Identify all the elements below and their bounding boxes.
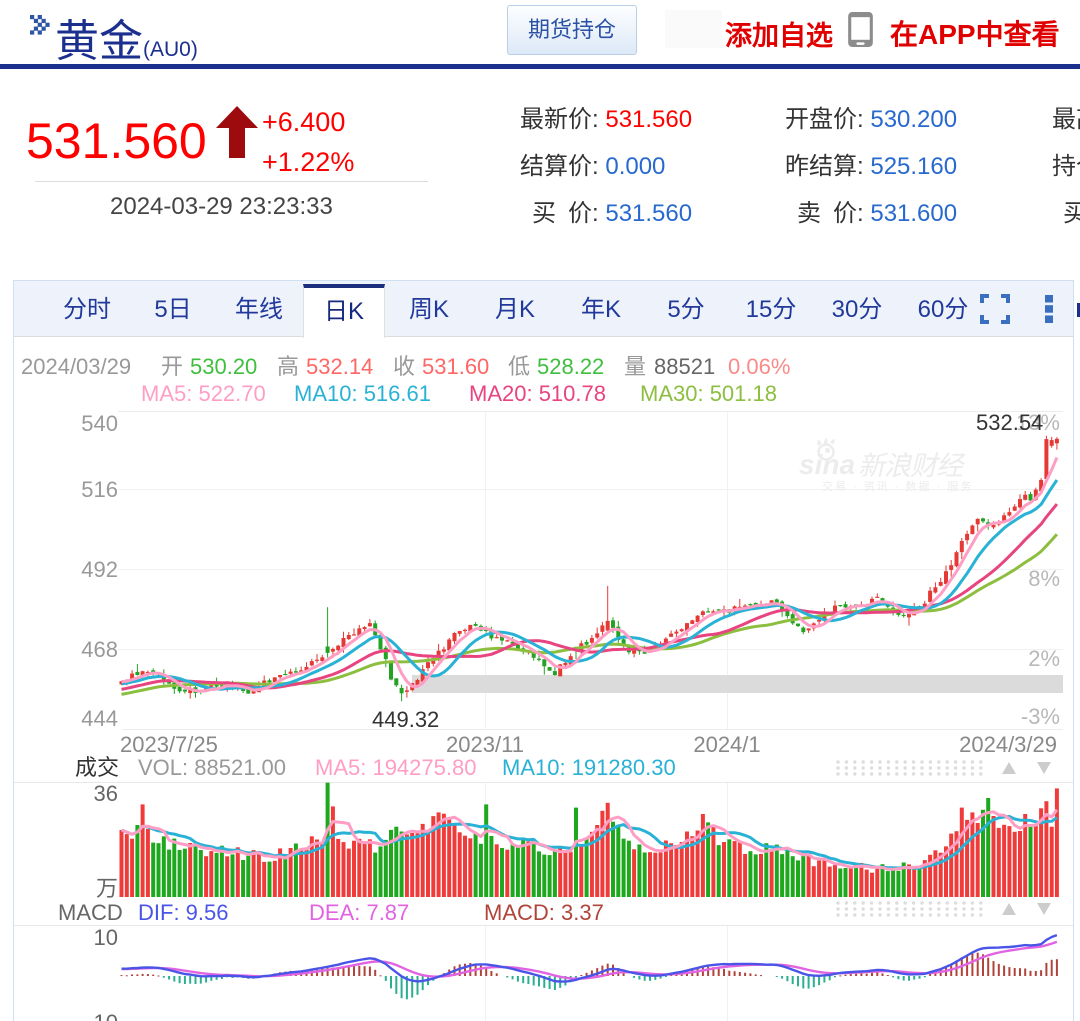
svg-text:交易 · 资讯 · 数据 · 服务: 交易 · 资讯 · 数据 · 服务 [822,479,973,493]
svg-text:2%: 2% [1028,646,1060,671]
svg-text:468: 468 [81,637,118,662]
svg-text:531.60: 531.60 [422,354,489,379]
svg-text:492: 492 [81,557,118,582]
svg-text:530.20: 530.20 [190,354,257,379]
svg-text:高: 高 [277,354,299,379]
svg-text:成交: 成交 [75,755,119,780]
svg-text:低: 低 [508,354,530,379]
svg-text:444: 444 [81,706,118,731]
svg-text:88521: 88521 [654,354,715,379]
svg-text:528.22: 528.22 [537,354,604,379]
svg-text:MA10: 516.61: MA10: 516.61 [294,381,431,406]
svg-text:532.14: 532.14 [306,354,373,379]
svg-text:-10: -10 [86,1010,118,1021]
svg-text:DIF: 9.56: DIF: 9.56 [138,900,228,925]
svg-text:2024/03/29: 2024/03/29 [21,354,131,379]
svg-text:MA5: 522.70: MA5: 522.70 [141,381,266,406]
svg-text:MA20: 510.78: MA20: 510.78 [469,381,606,406]
svg-text:449.32: 449.32 [372,707,439,732]
svg-text:2023/11: 2023/11 [446,732,524,757]
svg-text:8%: 8% [1028,566,1060,591]
svg-text:516: 516 [81,477,118,502]
svg-text:开: 开 [161,354,183,379]
svg-text:收: 收 [393,354,415,379]
svg-text:10: 10 [94,925,118,950]
svg-text:DEA: 7.87: DEA: 7.87 [309,900,409,925]
svg-text:540: 540 [81,411,118,436]
svg-text:VOL: 88521.00: VOL: 88521.00 [138,755,286,780]
svg-text:MA10: 191280.30: MA10: 191280.30 [502,755,676,780]
svg-text:0.06%: 0.06% [728,354,790,379]
svg-text:MACD: 3.37: MACD: 3.37 [484,900,604,925]
svg-text:MA30: 501.18: MA30: 501.18 [640,381,777,406]
svg-text:新浪财经: 新浪财经 [858,451,966,481]
svg-text:sina: sina [799,449,855,480]
svg-text:量: 量 [624,354,646,379]
svg-text:532.54: 532.54 [976,410,1043,435]
svg-text:2024/3/29: 2024/3/29 [959,732,1057,757]
svg-text:36: 36 [94,781,118,806]
svg-text:2023/7/25: 2023/7/25 [120,732,218,757]
svg-text:2024/1: 2024/1 [693,732,760,757]
svg-text:-3%: -3% [1021,704,1060,729]
svg-text:MACD: MACD [58,900,123,925]
svg-text:MA5: 194275.80: MA5: 194275.80 [315,755,476,780]
svg-text:13%: 13% [1016,410,1060,435]
svg-text:万: 万 [96,876,118,901]
